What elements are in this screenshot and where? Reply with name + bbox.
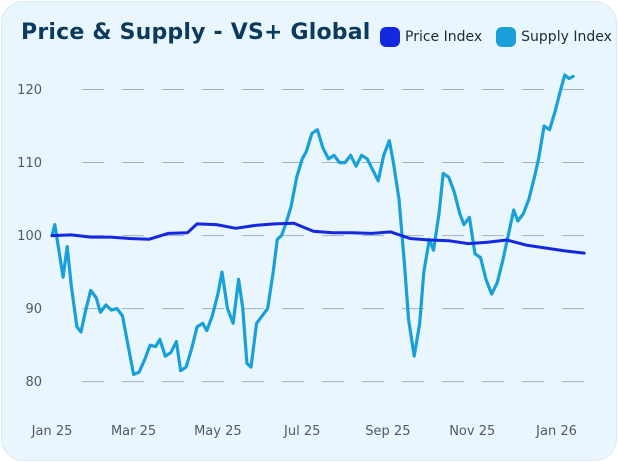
legend-swatch-price <box>380 27 400 47</box>
x-tick-label-jan-25: Jan 25 <box>31 424 73 439</box>
x-tick-label-may-25: May 25 <box>194 424 242 439</box>
series-line-price-index <box>50 221 586 255</box>
y-tick-label-110: 110 <box>17 156 42 171</box>
legend-swatch-supply <box>496 27 517 47</box>
x-tick-label-sep-25: Sep 25 <box>365 424 410 439</box>
x-tick-label-jan-26: Jan 26 <box>535 424 577 439</box>
chart-title: Price & Supply - VS+ Global <box>21 20 371 45</box>
y-tick-label-120: 120 <box>17 83 42 98</box>
legend: Price Index Supply Index <box>380 27 612 47</box>
series-line-supply-index <box>50 73 575 376</box>
y-tick-label-90: 90 <box>25 302 42 317</box>
legend-item-price[interactable]: Price Index <box>380 27 482 47</box>
y-tick-label-100: 100 <box>17 229 42 244</box>
x-tick-label-nov-25: Nov 25 <box>449 424 495 439</box>
x-tick-label-mar-25: Mar 25 <box>111 424 156 439</box>
legend-label-supply: Supply Index <box>521 29 612 45</box>
legend-item-supply[interactable]: Supply Index <box>496 27 612 47</box>
legend-label-price: Price Index <box>405 29 483 45</box>
y-tick-label-80: 80 <box>25 375 42 390</box>
x-tick-label-jul-25: Jul 25 <box>283 424 320 439</box>
